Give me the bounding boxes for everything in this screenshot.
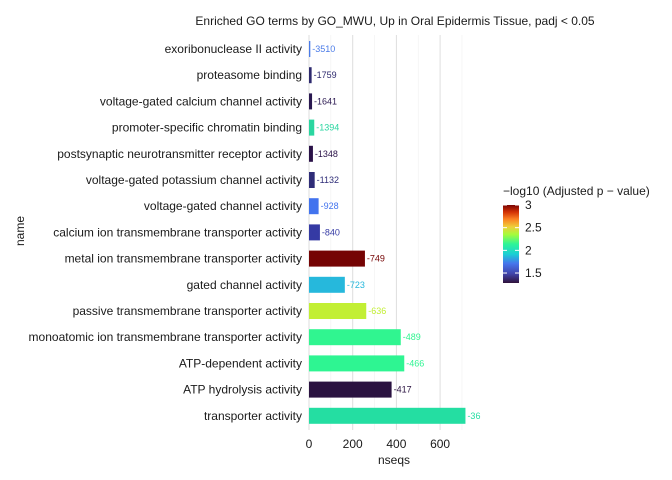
legend-ticks: 3 2.5 2 1.5 bbox=[503, 198, 542, 280]
category-label: voltage-gated channel activity bbox=[144, 199, 302, 213]
data-label: -840 bbox=[322, 227, 340, 237]
legend-tick-label: 3 bbox=[525, 198, 532, 212]
bar bbox=[309, 41, 311, 57]
data-labels: -3510 -1759 -1641 -1394 -1348 -1132 -928 -840 -7… bbox=[312, 44, 480, 421]
bar bbox=[309, 276, 345, 293]
bar bbox=[309, 303, 367, 319]
bar bbox=[309, 93, 313, 110]
x-tick-label: 0 bbox=[306, 437, 313, 451]
bars bbox=[309, 41, 466, 424]
category-label: transporter activity bbox=[204, 409, 302, 423]
data-label: -489 bbox=[403, 332, 421, 342]
bar bbox=[309, 198, 319, 215]
bar bbox=[309, 67, 312, 84]
data-label: -749 bbox=[367, 254, 385, 264]
legend-colorbar bbox=[503, 205, 519, 283]
category-label: exoribonuclease II activity bbox=[165, 42, 302, 56]
gridlines bbox=[308, 35, 463, 430]
x-tick-label: 200 bbox=[343, 437, 363, 451]
legend-tick-label: 2.5 bbox=[525, 221, 542, 235]
category-label: proteasome binding bbox=[197, 68, 302, 82]
bar bbox=[309, 224, 320, 241]
bar bbox=[309, 250, 365, 267]
data-label: -1132 bbox=[317, 175, 339, 185]
legend-tick-label: 1.5 bbox=[525, 266, 542, 280]
data-label: -636 bbox=[368, 306, 386, 316]
data-label: -928 bbox=[321, 201, 339, 211]
category-label: calcium ion transmembrane transporter ac… bbox=[53, 225, 302, 239]
x-tick-label: 400 bbox=[386, 437, 406, 451]
category-label: monoatomic ion transmembrane transporter… bbox=[29, 330, 302, 344]
data-label: -1641 bbox=[314, 96, 337, 106]
category-label: gated channel activity bbox=[187, 278, 302, 292]
category-label: ATP-dependent activity bbox=[179, 356, 302, 370]
x-axis-ticks: 0 200 400 600 bbox=[306, 437, 451, 451]
data-label: -466 bbox=[406, 358, 424, 368]
y-axis-label: name bbox=[13, 216, 27, 246]
legend-tick-label: 2 bbox=[525, 243, 532, 257]
bar bbox=[309, 172, 315, 188]
data-label: -36 bbox=[467, 411, 480, 421]
x-tick-label: 600 bbox=[430, 437, 450, 451]
bar bbox=[309, 119, 315, 136]
data-label: -1394 bbox=[316, 123, 339, 133]
bar bbox=[309, 381, 392, 398]
data-label: -417 bbox=[394, 385, 412, 395]
category-label: voltage-gated potassium channel activity bbox=[86, 173, 302, 187]
data-label: -3510 bbox=[312, 44, 335, 54]
bar bbox=[309, 329, 401, 346]
category-label: promoter-specific chromatin binding bbox=[112, 121, 302, 135]
data-label: -1759 bbox=[314, 70, 337, 80]
category-label: passive transmembrane transporter activi… bbox=[73, 304, 302, 318]
category-label: ATP hydrolysis activity bbox=[183, 383, 302, 397]
bar bbox=[309, 355, 405, 372]
bar bbox=[309, 145, 313, 162]
x-axis-label: nseqs bbox=[378, 453, 410, 467]
color-legend: −log10 (Adjusted p − value) 3 2.5 2 1.5 bbox=[503, 184, 650, 283]
category-labels: exoribonuclease II activity proteasome bi… bbox=[29, 42, 302, 423]
data-label: -1348 bbox=[315, 149, 338, 159]
chart-title: Enriched GO terms by GO_MWU, Up in Oral … bbox=[195, 14, 594, 28]
data-label: -723 bbox=[347, 280, 365, 290]
legend-title: −log10 (Adjusted p − value) bbox=[503, 184, 650, 198]
category-label: voltage-gated calcium channel activity bbox=[100, 94, 302, 108]
category-label: metal ion transmembrane transporter acti… bbox=[65, 252, 302, 266]
category-label: postsynaptic neurotransmitter receptor a… bbox=[57, 147, 302, 161]
bar bbox=[309, 407, 466, 424]
